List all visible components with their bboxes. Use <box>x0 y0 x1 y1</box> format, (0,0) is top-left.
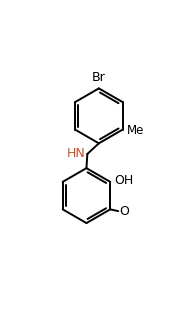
Text: OH: OH <box>114 175 133 187</box>
Text: HN: HN <box>66 147 85 160</box>
Text: Br: Br <box>92 72 106 84</box>
Text: O: O <box>120 205 130 218</box>
Text: Me: Me <box>127 124 145 137</box>
